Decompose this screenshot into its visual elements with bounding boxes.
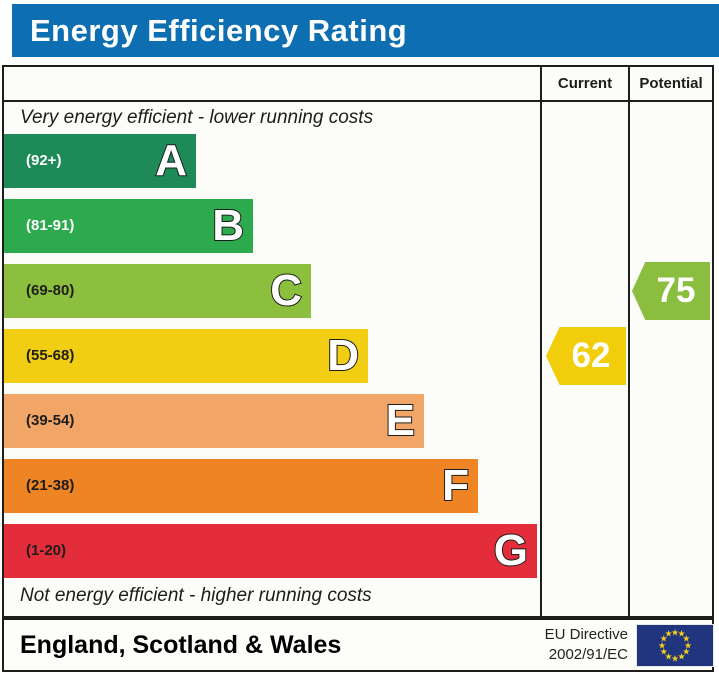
current-column-divider: [540, 67, 542, 616]
band-row-e: (39-54) E: [4, 394, 424, 448]
current-column-header: Current: [557, 75, 613, 92]
eu-flag-star: ★: [659, 633, 668, 644]
potential-column-divider: [628, 67, 630, 616]
band-letter: B: [211, 200, 245, 251]
eu-directive-line1: EU Directive: [544, 626, 628, 643]
potential-rating-value: 75: [656, 271, 696, 310]
eu-flag-star: ★: [659, 646, 668, 657]
bottom-note: Not energy efficient - higher running co…: [20, 585, 372, 606]
eu-flag-star: ★: [683, 640, 693, 650]
region-label: England, Scotland & Wales: [20, 631, 342, 659]
band-letter: A: [154, 135, 188, 186]
eu-flag-star: ★: [677, 651, 686, 662]
page-title: Energy Efficiency Rating: [30, 13, 408, 48]
eu-flag-star: ★: [664, 651, 673, 662]
eu-flag-star: ★: [682, 633, 691, 644]
title-bar: Energy Efficiency Rating: [12, 4, 719, 57]
eu-flag-star: ★: [682, 646, 691, 657]
band-row-d: (55-68) D: [4, 329, 368, 383]
band-row-a: (92+) A: [4, 134, 196, 188]
eu-flag-star: ★: [670, 627, 680, 637]
header-divider: [4, 100, 712, 102]
potential-rating-tag: 75: [632, 262, 710, 320]
eu-directive-line2: 2002/91/EC: [548, 646, 628, 663]
band-range-label: (21-38): [26, 477, 75, 494]
potential-column-header: Potential: [639, 75, 703, 92]
eu-flag-icon: ★ ★ ★ ★ ★ ★ ★ ★ ★ ★ ★ ★: [636, 624, 714, 667]
band-row-g: (1-20) G: [4, 524, 537, 578]
eu-directive-label: EU Directive 2002/91/EC: [444, 625, 628, 665]
band-row-c: (69-80) C: [4, 264, 311, 318]
band-row-f: (21-38) F: [4, 459, 478, 513]
eu-flag-star: ★: [677, 628, 686, 639]
current-rating-tag: 62: [546, 327, 626, 385]
band-range-label: (39-54): [26, 412, 75, 429]
current-rating-value: 62: [571, 336, 611, 375]
band-range-label: (81-91): [26, 217, 75, 234]
band-letter: G: [493, 525, 529, 576]
band-range-label: (69-80): [26, 282, 75, 299]
footer-bar: England, Scotland & Wales EU Directive 2…: [2, 618, 714, 672]
band-letter: C: [269, 265, 303, 316]
top-note: Very energy efficient - lower running co…: [20, 107, 374, 128]
band-range-label: (1-20): [26, 542, 67, 559]
band-letter: D: [326, 330, 360, 381]
eu-flag-star: ★: [664, 628, 673, 639]
band-letter: E: [385, 395, 416, 446]
band-range-label: (55-68): [26, 347, 75, 364]
eu-flag-star: ★: [657, 640, 667, 650]
band-range-label: (92+): [26, 152, 62, 169]
band-row-b: (81-91) B: [4, 199, 253, 253]
band-letter: F: [441, 460, 470, 511]
eu-flag-star: ★: [670, 653, 680, 663]
